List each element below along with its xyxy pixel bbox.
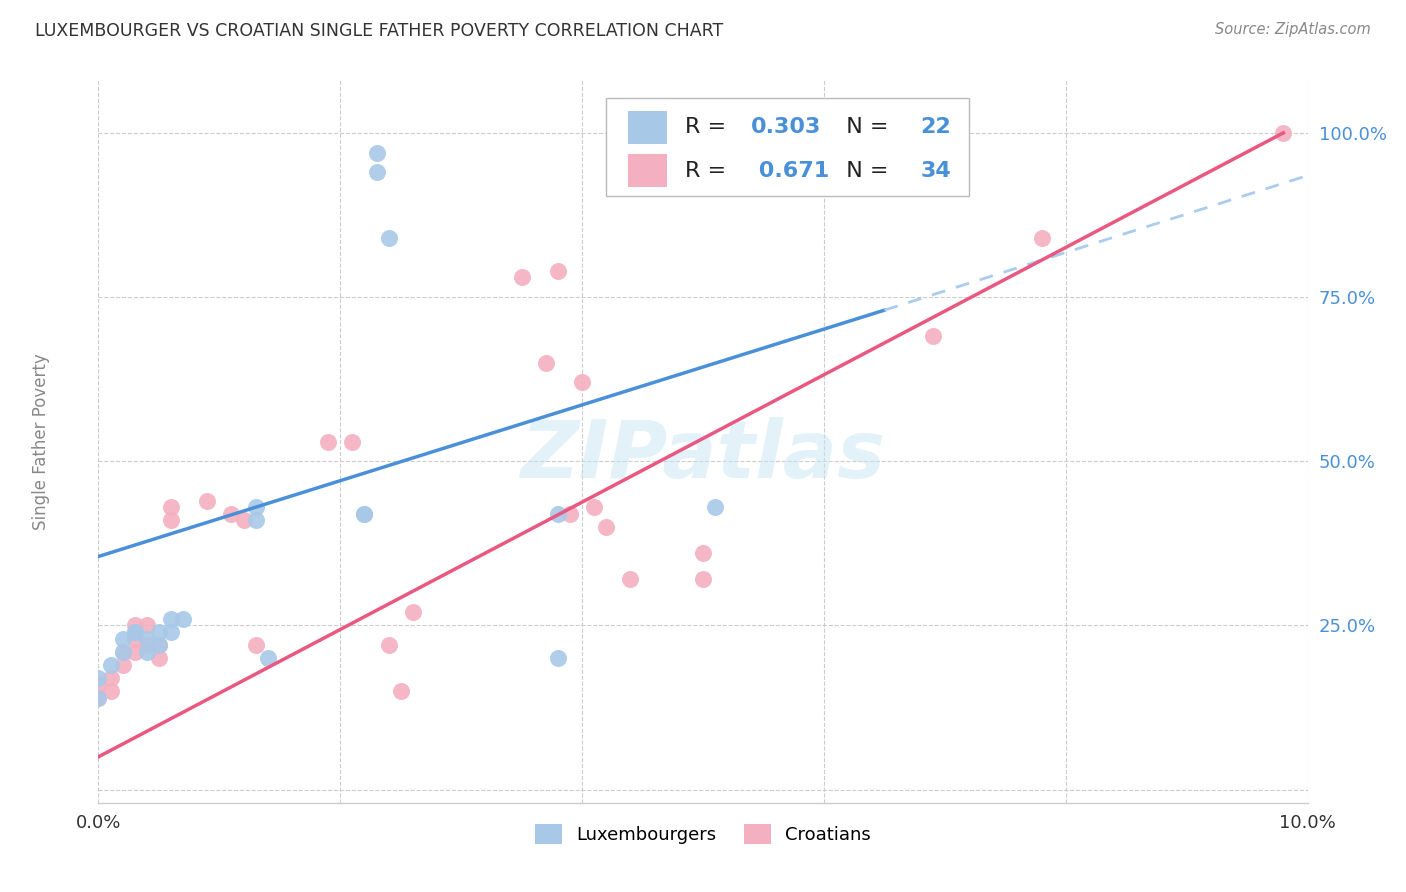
Point xyxy=(256,651,278,665)
Point xyxy=(148,625,170,640)
Point xyxy=(160,513,183,527)
Point xyxy=(100,671,122,685)
Point xyxy=(124,632,146,646)
Text: R =: R = xyxy=(685,117,733,137)
Text: R =: R = xyxy=(685,161,733,180)
Point xyxy=(534,356,557,370)
Point xyxy=(1272,126,1295,140)
Point xyxy=(111,657,134,672)
Point xyxy=(135,638,157,652)
Point xyxy=(111,645,134,659)
Text: ZIPatlas: ZIPatlas xyxy=(520,417,886,495)
Point xyxy=(583,500,606,515)
Point xyxy=(547,651,569,665)
Point xyxy=(87,690,110,705)
Point xyxy=(547,507,569,521)
Point xyxy=(692,573,714,587)
Point xyxy=(232,513,254,527)
Text: N =: N = xyxy=(832,117,896,137)
Point xyxy=(366,165,388,179)
FancyBboxPatch shape xyxy=(606,98,969,196)
Point xyxy=(547,264,569,278)
Point xyxy=(100,684,122,698)
Point xyxy=(402,605,425,619)
Point xyxy=(111,632,134,646)
Point xyxy=(195,493,218,508)
Point xyxy=(342,434,364,449)
Text: Source: ZipAtlas.com: Source: ZipAtlas.com xyxy=(1215,22,1371,37)
Point xyxy=(124,618,146,632)
Point xyxy=(148,651,170,665)
Bar xyxy=(628,111,666,144)
Point xyxy=(160,625,183,640)
Point xyxy=(571,376,593,390)
Point xyxy=(510,270,533,285)
Point xyxy=(87,671,110,685)
Point xyxy=(135,632,157,646)
Point xyxy=(221,507,243,521)
Point xyxy=(160,500,183,515)
Point xyxy=(111,645,134,659)
Point xyxy=(353,507,375,521)
Bar xyxy=(628,154,666,186)
Point xyxy=(377,231,399,245)
Point xyxy=(148,638,170,652)
Point xyxy=(135,618,157,632)
Text: 34: 34 xyxy=(921,161,952,180)
Point xyxy=(377,638,399,652)
Point xyxy=(87,690,110,705)
Text: 0.303: 0.303 xyxy=(751,117,821,137)
Text: 22: 22 xyxy=(921,117,952,137)
Point xyxy=(245,638,267,652)
Point xyxy=(366,145,388,160)
Point xyxy=(316,434,339,449)
Legend: Luxembourgers, Croatians: Luxembourgers, Croatians xyxy=(527,817,879,852)
Point xyxy=(124,625,146,640)
Text: LUXEMBOURGER VS CROATIAN SINGLE FATHER POVERTY CORRELATION CHART: LUXEMBOURGER VS CROATIAN SINGLE FATHER P… xyxy=(35,22,724,40)
Point xyxy=(124,645,146,659)
Text: N =: N = xyxy=(832,161,896,180)
Point xyxy=(100,657,122,672)
Point xyxy=(692,546,714,560)
Point xyxy=(1031,231,1053,245)
Y-axis label: Single Father Poverty: Single Father Poverty xyxy=(32,353,51,530)
Point xyxy=(558,507,581,521)
Point xyxy=(921,329,943,343)
Point xyxy=(704,500,727,515)
Point xyxy=(124,625,146,640)
Point xyxy=(87,677,110,691)
Point xyxy=(172,612,194,626)
Point xyxy=(245,500,267,515)
Point xyxy=(160,612,183,626)
Point xyxy=(595,520,617,534)
Point xyxy=(148,638,170,652)
Point xyxy=(619,573,641,587)
Point xyxy=(389,684,412,698)
Text: 0.671: 0.671 xyxy=(751,161,830,180)
Point xyxy=(135,645,157,659)
Point xyxy=(245,513,267,527)
Point xyxy=(353,507,375,521)
